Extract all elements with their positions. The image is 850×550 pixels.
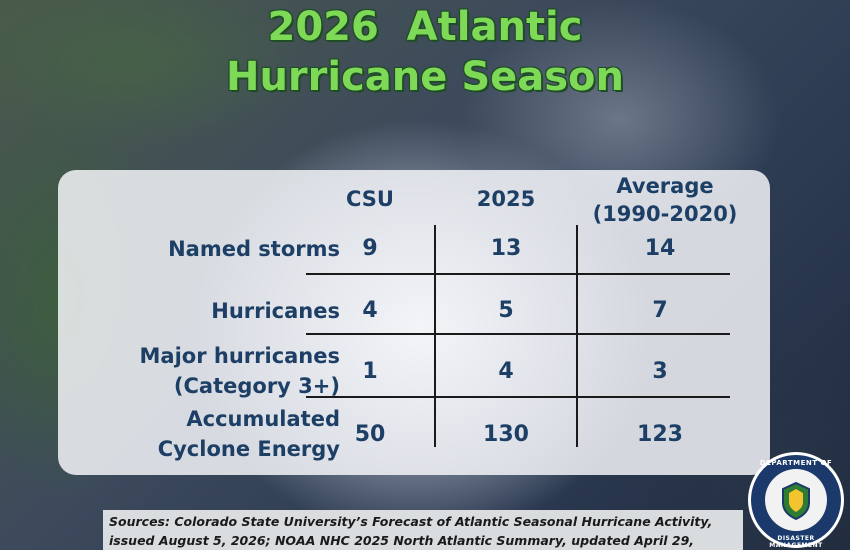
table-cell: 9 [362,236,378,261]
row-label-named-storms: Named storms [168,237,340,261]
forecast-table-panel: CSU 2025 Average (1990-2020) Named storm… [58,170,770,475]
table-cell: 50 [354,422,386,447]
grid-divider-horizontal [306,273,730,275]
table-cell: 130 [483,422,529,447]
title-line-1: 2026 Atlantic [267,4,583,50]
grid-divider-horizontal [306,333,730,335]
table-cell: 4 [362,298,378,323]
row-label-ace-line1: Accumulated [186,407,340,431]
table-cell: 1 [362,359,378,384]
seal-top-text: DEPARTMENT OF [759,459,833,467]
col-header-average: Average [616,174,714,198]
col-header-average-range: (1990-2020) [592,202,738,226]
grid-divider-vertical [434,225,436,447]
sources-footer: Sources: Colorado State University’s For… [103,510,743,550]
row-label-major-category: (Category 3+) [173,374,340,398]
table-cell: 13 [490,236,522,261]
table-cell: 5 [498,298,514,323]
table-cell: 123 [637,422,683,447]
sources-line-1: Sources: Colorado State University’s For… [109,514,713,529]
department-seal-logo: DEPARTMENT OF DISASTER MANAGEMENT [748,452,844,549]
seal-bottom-text: DISASTER MANAGEMENT [769,535,823,549]
row-label-hurricanes: Hurricanes [211,299,340,323]
table-cell: 3 [652,359,668,384]
table-cell: 4 [498,359,514,384]
col-header-2025: 2025 [476,187,536,211]
row-label-ace-line2: Cyclone Energy [157,437,340,461]
seal-emblem-icon [765,469,827,531]
col-header-csu: CSU [346,187,394,211]
grid-divider-vertical [576,225,578,447]
row-label-major-hurricanes: Major hurricanes [139,344,340,368]
sources-line-2: issued August 5, 2026; NOAA NHC 2025 Nor… [109,533,695,548]
table-cell: 14 [644,236,676,261]
title-line-2: Hurricane Season [225,54,625,100]
grid-divider-horizontal [306,396,730,398]
table-cell: 7 [652,298,668,323]
